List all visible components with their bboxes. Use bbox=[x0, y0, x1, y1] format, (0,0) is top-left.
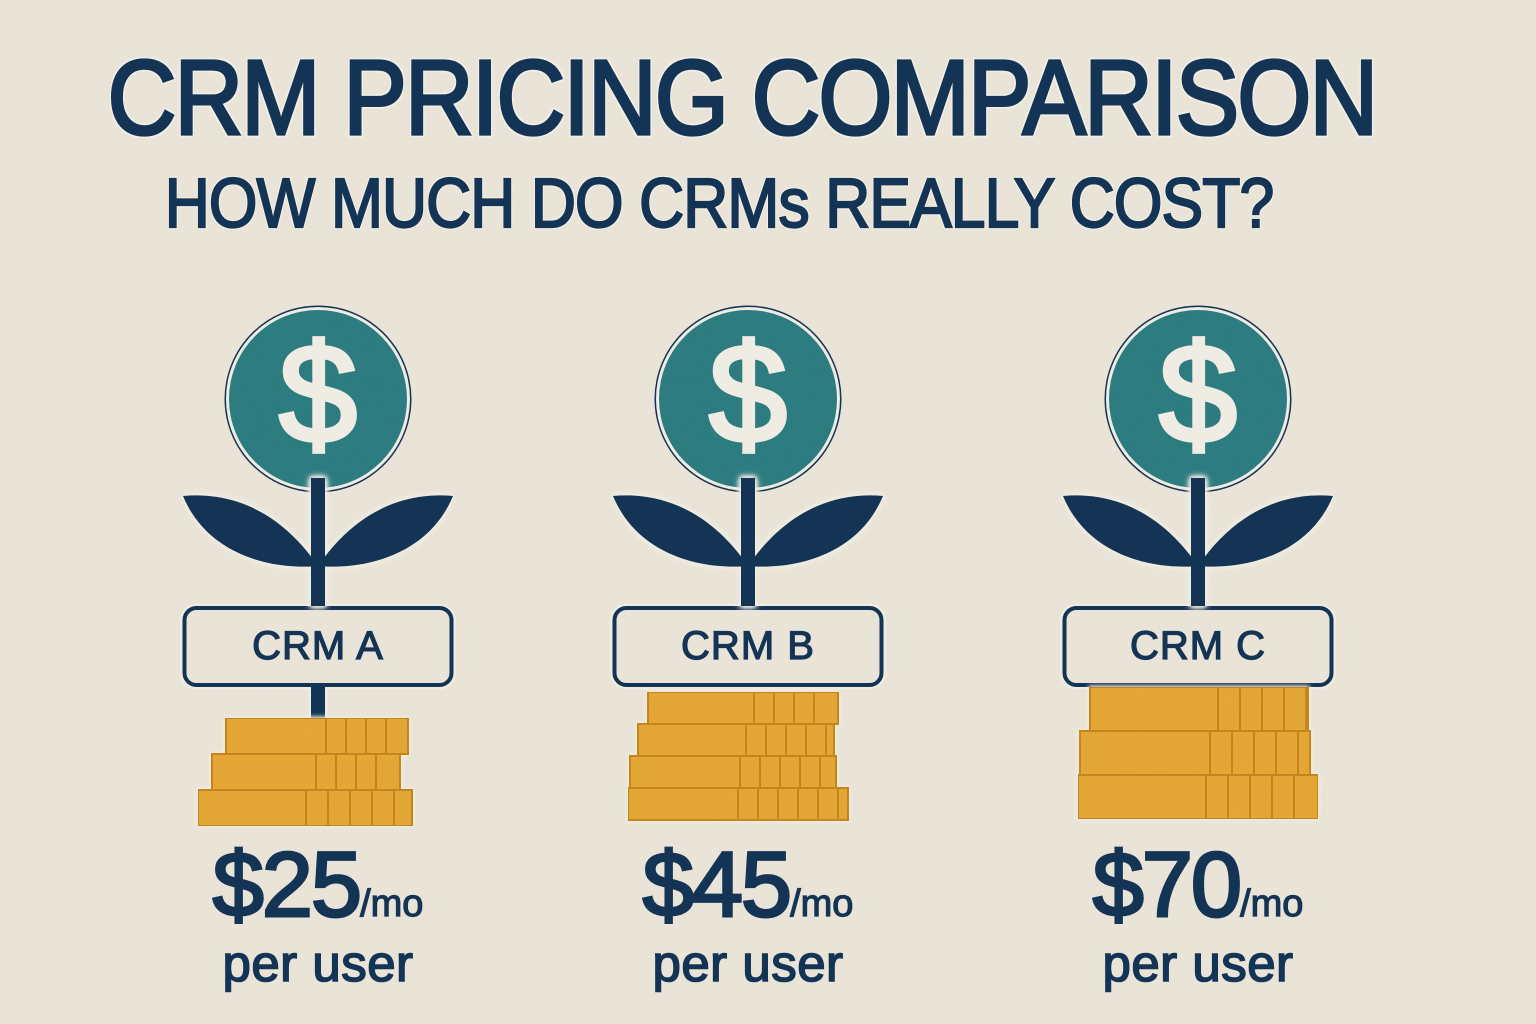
svg-text:$: $ bbox=[1157, 315, 1237, 472]
svg-text:$: $ bbox=[277, 315, 357, 472]
svg-text:$: $ bbox=[707, 315, 787, 472]
